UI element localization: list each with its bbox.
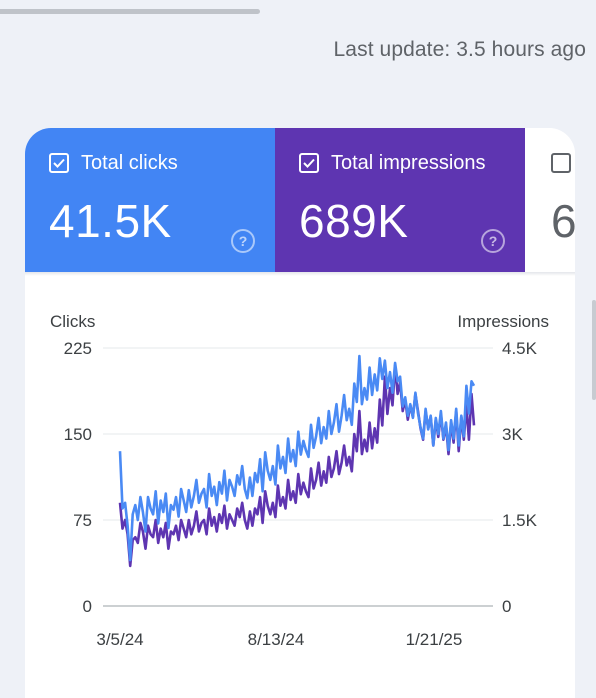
- left-tick-label: 75: [73, 511, 92, 530]
- left-axis-title: Clicks: [50, 312, 96, 331]
- metric-tile-total-clicks[interactable]: Total clicks 41.5K ?: [25, 128, 275, 272]
- right-axis-title: Impressions: [457, 312, 549, 331]
- checkbox-checked-icon[interactable]: [49, 153, 69, 173]
- metric-tile-partial[interactable]: 6: [525, 128, 575, 272]
- scrollbar-thumb[interactable]: [592, 300, 596, 400]
- help-circle-icon[interactable]: ?: [231, 229, 255, 253]
- left-tick-label: 150: [64, 425, 92, 444]
- metric-tiles: Total clicks 41.5K ? Total impressions 6…: [25, 128, 575, 272]
- right-tick-label: 1.5K: [502, 511, 538, 530]
- metric-label: Total impressions: [331, 152, 486, 174]
- tile-divider: [25, 272, 575, 276]
- checkbox-checked-icon[interactable]: [299, 153, 319, 173]
- x-tick-label: 3/5/24: [96, 630, 143, 649]
- top-divider: [0, 9, 260, 14]
- help-circle-icon[interactable]: ?: [481, 229, 505, 253]
- metric-value: 41.5K: [49, 195, 172, 247]
- right-tick-label: 0: [502, 597, 511, 616]
- left-tick-label: 0: [83, 597, 92, 616]
- last-update-text: Last update: 3.5 hours ago: [333, 38, 586, 61]
- x-tick-label: 8/13/24: [248, 630, 305, 649]
- metric-tile-total-impressions[interactable]: Total impressions 689K ?: [275, 128, 525, 272]
- chart-plot: 0 0 75 1.5K 150 3K 225 4.5K 3/5/24 8/13/24 1/21/25: [64, 339, 538, 649]
- x-tick-label: 1/21/25: [406, 630, 463, 649]
- performance-card: Total clicks 41.5K ? Total impressions 6…: [25, 128, 575, 698]
- right-tick-label: 3K: [502, 425, 523, 444]
- checkbox-unchecked-icon[interactable]: [551, 153, 571, 173]
- right-tick-label: 4.5K: [502, 339, 538, 358]
- metric-value: 689K: [299, 195, 409, 247]
- metric-label: Total clicks: [81, 152, 178, 174]
- performance-chart: Clicks Impressions 0 0 75 1.5K 150 3K 225 4.5K 3…: [25, 300, 575, 670]
- series-line-clicks: [118, 354, 476, 562]
- left-tick-label: 225: [64, 339, 92, 358]
- metric-value: 6: [551, 195, 575, 247]
